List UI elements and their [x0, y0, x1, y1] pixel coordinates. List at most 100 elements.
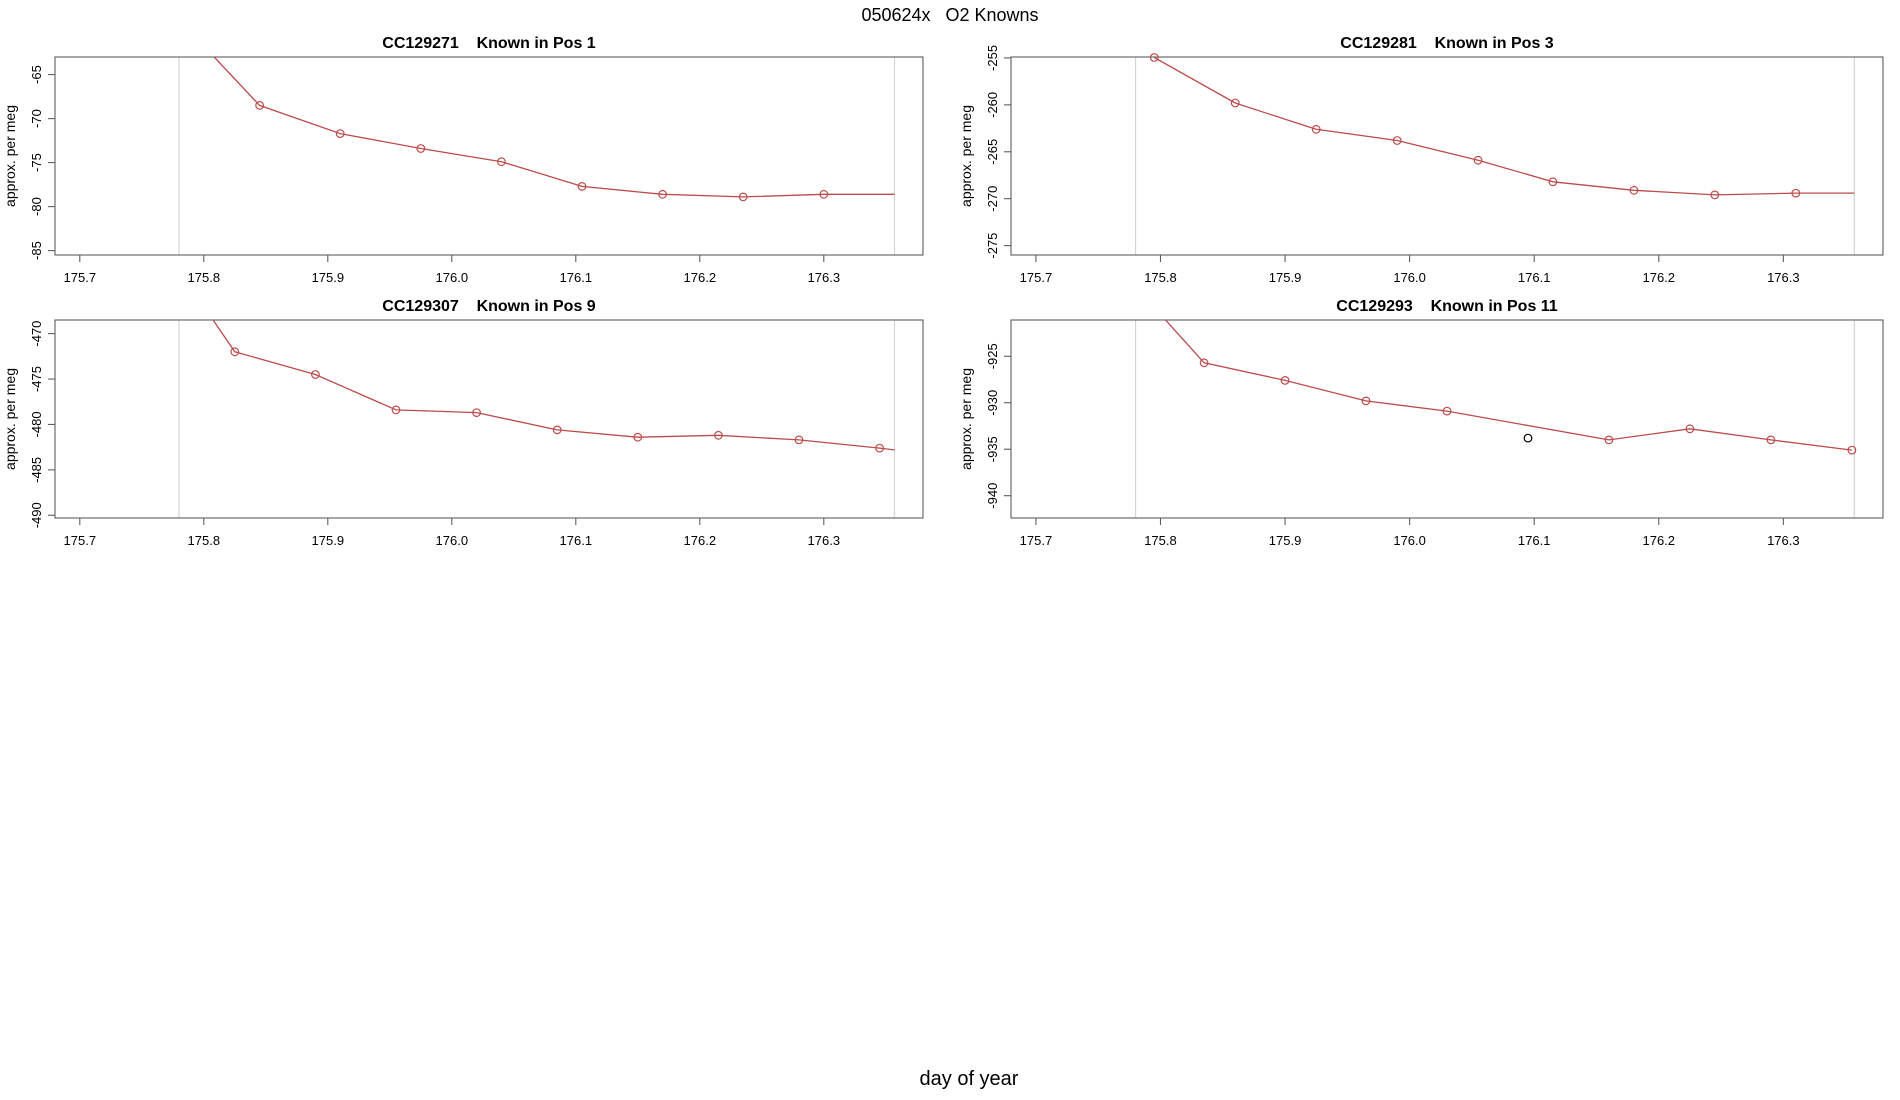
- data-point: [552, 425, 562, 435]
- y-tick-label: -925: [985, 343, 1000, 369]
- x-tick-label: 176.0: [1393, 533, 1426, 548]
- data-point: [1473, 155, 1483, 165]
- subplot-cc129307: 175.7 175.8 175.9 176.0 176.1 176.2 176.3 -490 -…: [2, 298, 924, 548]
- x-axis-label: day of year: [919, 1068, 1019, 1090]
- y-tick-label: -470: [29, 321, 44, 347]
- subplot-cc129293: 175.7 175.8 175.9 176.0 176.1 176.2 176.3 -940 -…: [958, 298, 1884, 548]
- x-tick-label: 175.8: [188, 533, 221, 548]
- y-axis-title: approx. per meg: [2, 105, 18, 207]
- data-point: [1710, 190, 1720, 200]
- y-tick-label: -270: [985, 186, 1000, 212]
- y-tick-label: -935: [985, 436, 1000, 462]
- x-tick-label: 176.2: [1642, 533, 1675, 548]
- data-point: [391, 405, 401, 415]
- x-tick-label: 175.7: [64, 270, 97, 285]
- data-line: [1164, 320, 1852, 451]
- y-axis-title: approx. per meg: [2, 368, 18, 470]
- data-line: [212, 320, 895, 451]
- y-tick-label: -485: [29, 457, 44, 483]
- data-point: [1548, 177, 1558, 187]
- x-tick-label: 175.7: [1020, 270, 1053, 285]
- subplot-title: CC129281 Known in Pos 3: [1340, 35, 1554, 52]
- data-point: [1199, 358, 1209, 368]
- data-point: [577, 181, 587, 191]
- subplot-title: CC129307 Known in Pos 9: [382, 298, 596, 315]
- y-tick-label: -80: [29, 197, 44, 216]
- data-point: [1392, 136, 1402, 145]
- data-point: [1766, 435, 1776, 445]
- data-point: [875, 443, 884, 453]
- data-point: [1149, 53, 1159, 62]
- y-tick-label: -85: [29, 241, 44, 260]
- y-axis-title: approx. per meg: [958, 368, 974, 470]
- data-point: [1280, 376, 1290, 385]
- x-tick-label: 176.0: [436, 270, 469, 285]
- x-tick-label: 176.2: [684, 533, 717, 548]
- y-tick-label: -275: [985, 233, 1000, 259]
- data-line: [1153, 57, 1855, 196]
- data-point: [230, 347, 240, 357]
- plot-frame: [54, 319, 924, 519]
- data-point: [1629, 185, 1639, 195]
- y-tick-label: -255: [985, 45, 1000, 71]
- x-tick-label: 176.1: [1518, 533, 1551, 548]
- data-point: [1230, 98, 1240, 108]
- x-tick-label: 176.3: [808, 533, 841, 548]
- x-tick-label: 176.2: [1642, 270, 1675, 285]
- y-tick-label: -265: [985, 139, 1000, 165]
- data-point: [794, 435, 804, 445]
- data-point: [1604, 435, 1614, 445]
- subplot-cc129271: 175.7 175.8 175.9 176.0 176.1 176.2 176.3 -85 -8…: [2, 35, 924, 285]
- data-point: [658, 189, 667, 199]
- data-point: [311, 370, 320, 379]
- y-tick-label: -260: [985, 92, 1000, 118]
- y-tick-label: -480: [29, 411, 44, 437]
- y-tick-label: -65: [29, 65, 44, 84]
- y-tick-label: -75: [29, 153, 44, 172]
- data-point: [633, 432, 643, 442]
- data-point: [416, 144, 426, 153]
- data-point: [819, 189, 829, 199]
- data-point: [714, 430, 723, 440]
- data-point: [1311, 124, 1321, 134]
- data-point: [738, 192, 748, 202]
- data-point: [1847, 445, 1857, 455]
- x-tick-label: 176.3: [1767, 270, 1800, 285]
- plot-frame: [54, 56, 924, 256]
- outlier-point: [1523, 433, 1533, 443]
- x-tick-label: 175.9: [312, 533, 345, 548]
- plot-frame: [1010, 56, 1884, 256]
- y-tick-label: -930: [985, 390, 1000, 416]
- subplot-title: CC129293 Known in Pos 11: [1336, 298, 1558, 315]
- data-line: [213, 57, 895, 198]
- x-tick-label: 176.1: [560, 270, 593, 285]
- plot-frame: [1010, 319, 1884, 519]
- x-tick-label: 175.8: [1144, 270, 1177, 285]
- data-point: [1361, 396, 1371, 406]
- data-point: [472, 408, 482, 418]
- data-point: [1791, 188, 1801, 198]
- x-tick-label: 175.8: [1144, 533, 1177, 548]
- x-tick-label: 175.9: [1269, 533, 1302, 548]
- figure-title: 050624x O2 Knowns: [861, 5, 1039, 25]
- data-point: [255, 100, 265, 110]
- x-tick-label: 176.3: [808, 270, 841, 285]
- data-point: [1442, 406, 1452, 416]
- x-tick-label: 176.1: [560, 533, 593, 548]
- data-point: [335, 129, 345, 139]
- x-tick-label: 175.9: [1269, 270, 1302, 285]
- subplot-cc129281: 175.7 175.8 175.9 176.0 176.1 176.2 176.3 -275 -…: [958, 35, 1884, 285]
- x-tick-label: 175.8: [188, 270, 221, 285]
- x-tick-label: 175.9: [312, 270, 345, 285]
- x-tick-label: 176.0: [436, 533, 469, 548]
- y-tick-label: -475: [29, 366, 44, 392]
- y-tick-label: -70: [29, 109, 44, 128]
- x-tick-label: 176.3: [1767, 533, 1800, 548]
- data-point: [497, 157, 506, 167]
- y-axis-title: approx. per meg: [958, 105, 974, 207]
- subplot-title: CC129271 Known in Pos 1: [382, 35, 596, 52]
- x-tick-label: 176.1: [1518, 270, 1551, 285]
- x-tick-label: 176.2: [684, 270, 717, 285]
